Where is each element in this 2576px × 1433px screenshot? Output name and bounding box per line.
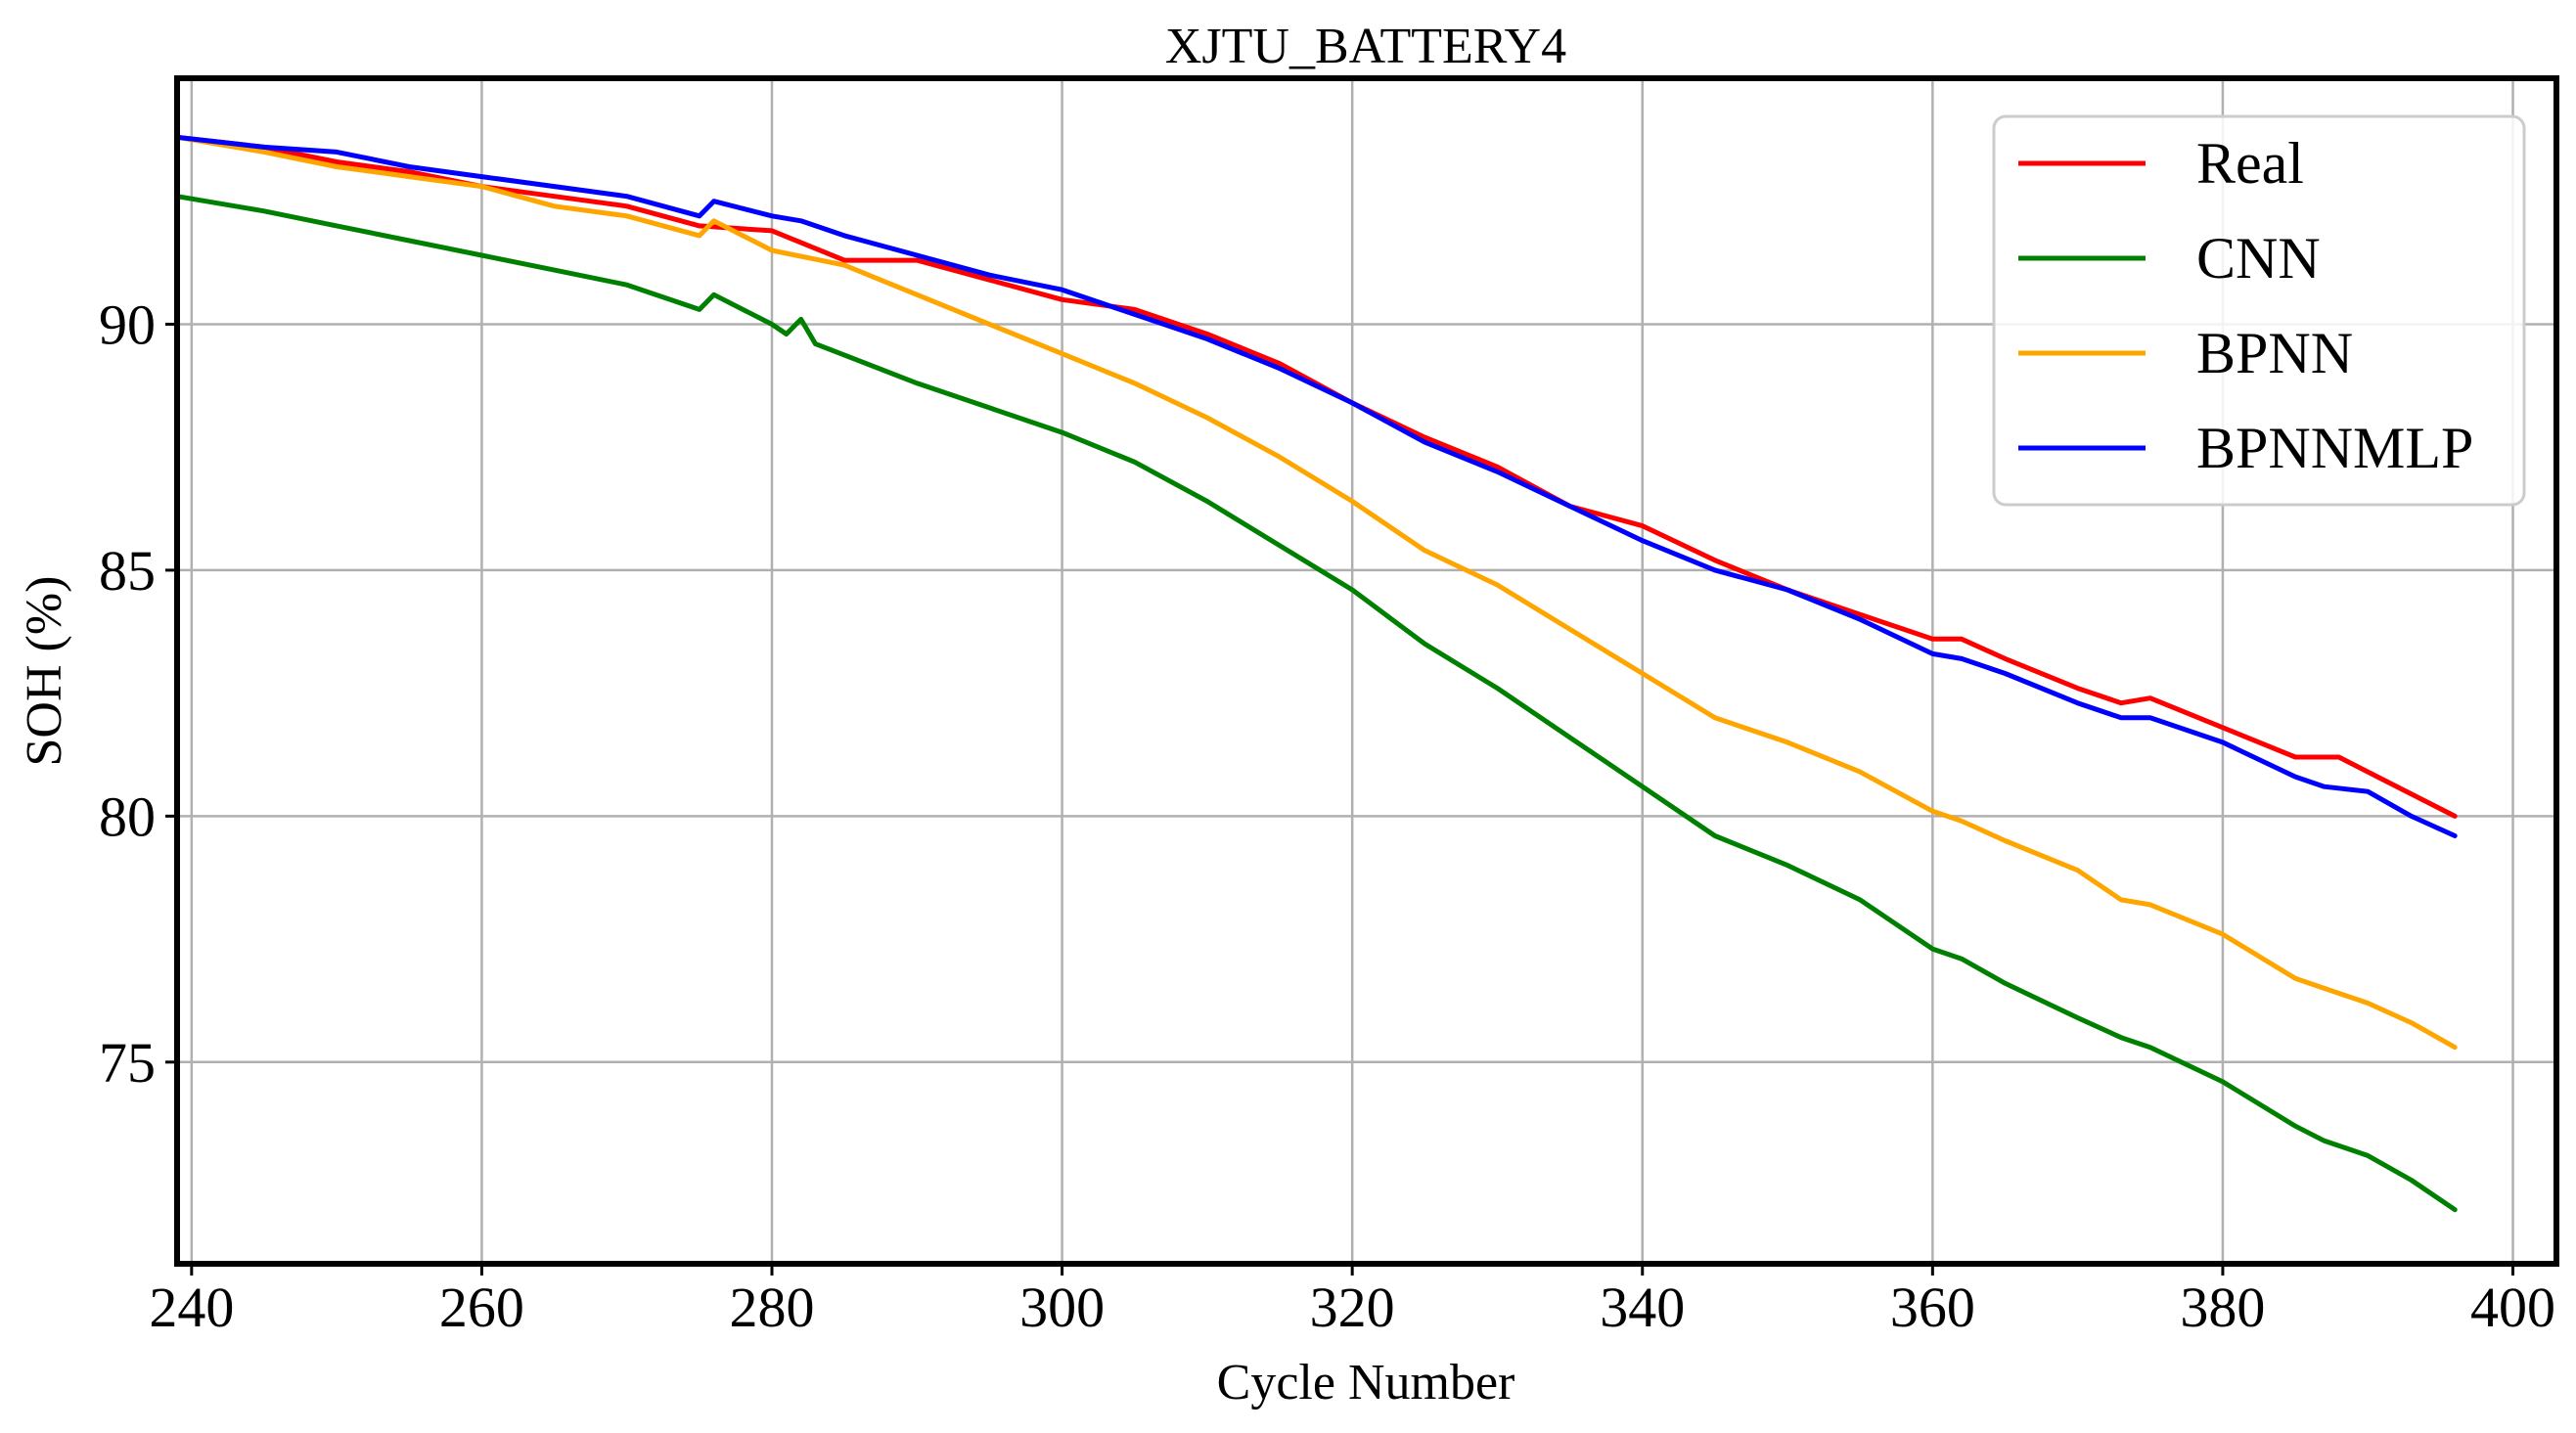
legend-label-bpnn: BPNN xyxy=(2196,321,2353,385)
legend: Real CNN BPNN BPNNMLP xyxy=(1992,114,2526,507)
x-tick-label: 360 xyxy=(1890,1276,1975,1339)
plot-frame xyxy=(174,75,2559,1267)
series-real xyxy=(174,134,2458,819)
y-axis-label: SOH (%) xyxy=(17,576,72,767)
x-axis-ticks: 240 260 280 300 320 340 360 380 400 xyxy=(149,1264,2555,1339)
legend-entry-bpnnmlp: BPNNMLP xyxy=(2018,416,2473,480)
x-tick-label: 380 xyxy=(2180,1276,2265,1339)
x-tick-label: 240 xyxy=(149,1276,234,1339)
x-tick-label: 340 xyxy=(1600,1276,1685,1339)
legend-entry-cnn: CNN xyxy=(2018,226,2321,291)
series-bpnnmlp xyxy=(174,134,2458,838)
series-cnn xyxy=(174,194,2458,1213)
x-tick-label: 320 xyxy=(1310,1276,1395,1339)
y-axis-ticks: 75 80 85 90 xyxy=(99,292,177,1095)
x-tick-label: 300 xyxy=(1019,1276,1105,1339)
legend-box xyxy=(1992,114,2526,507)
series-line-bpnnmlp xyxy=(174,134,2458,838)
y-tick-label: 85 xyxy=(99,539,156,603)
legend-label-cnn: CNN xyxy=(2196,226,2321,291)
legend-entry-real: Real xyxy=(2018,131,2304,196)
x-tick-label: 280 xyxy=(730,1276,815,1339)
chart-title: XJTU_BATTERY4 xyxy=(1165,19,1566,74)
series-lines xyxy=(174,134,2458,1213)
y-tick-label: 75 xyxy=(99,1031,156,1095)
x-tick-label: 260 xyxy=(439,1276,524,1339)
y-tick-label: 80 xyxy=(99,784,156,848)
x-axis-label: Cycle Number xyxy=(1217,1355,1515,1411)
legend-entry-bpnn: BPNN xyxy=(2018,321,2353,385)
legend-label-bpnnmlp: BPNNMLP xyxy=(2196,416,2473,480)
x-tick-label: 400 xyxy=(2470,1276,2555,1339)
y-tick-label: 90 xyxy=(99,292,156,356)
legend-label-real: Real xyxy=(2196,131,2304,196)
